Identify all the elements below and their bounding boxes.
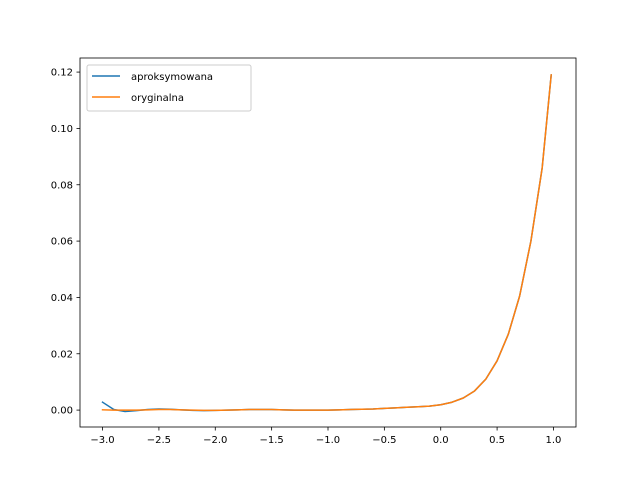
- plot-area: [80, 58, 576, 427]
- series-line-oryginalna: [101, 74, 553, 412]
- legend-box: [86, 64, 252, 112]
- x-tick-label: 0.5: [489, 435, 505, 446]
- x-tick-label: −2.0: [203, 435, 227, 446]
- x-tick-label: 1.0: [546, 435, 562, 446]
- y-tick-label: 0.04: [51, 293, 73, 304]
- x-tick-label: 0.0: [433, 435, 449, 446]
- x-tick-label: −0.5: [372, 435, 396, 446]
- x-tick-label: −2.5: [147, 435, 171, 446]
- y-tick-label: 0.10: [51, 124, 73, 135]
- y-tick-label: 0.02: [51, 349, 73, 360]
- legend-label-aproksymowana: aproksymowana: [131, 72, 213, 83]
- x-tick-label: −1.0: [316, 435, 340, 446]
- y-tick-label: 0.00: [51, 406, 73, 417]
- x-tick-label: −3.0: [90, 435, 114, 446]
- y-tick-label: 0.12: [51, 68, 73, 79]
- series-layer: [101, 74, 553, 413]
- y-axis: 0.00 0.02 0.04 0.06 0.08 0.10 0.12: [51, 68, 80, 417]
- legend: aproksymowana oryginalna: [86, 64, 252, 112]
- legend-label-oryginalna: oryginalna: [131, 93, 184, 104]
- y-tick-label: 0.06: [51, 237, 73, 248]
- x-tick-label: −1.5: [259, 435, 283, 446]
- y-tick-label: 0.08: [51, 180, 73, 191]
- axes-background: [80, 58, 576, 427]
- x-axis: −3.0 −2.5 −2.0 −1.5 −1.0 −0.5 0.0 0.5 1.0: [90, 427, 561, 446]
